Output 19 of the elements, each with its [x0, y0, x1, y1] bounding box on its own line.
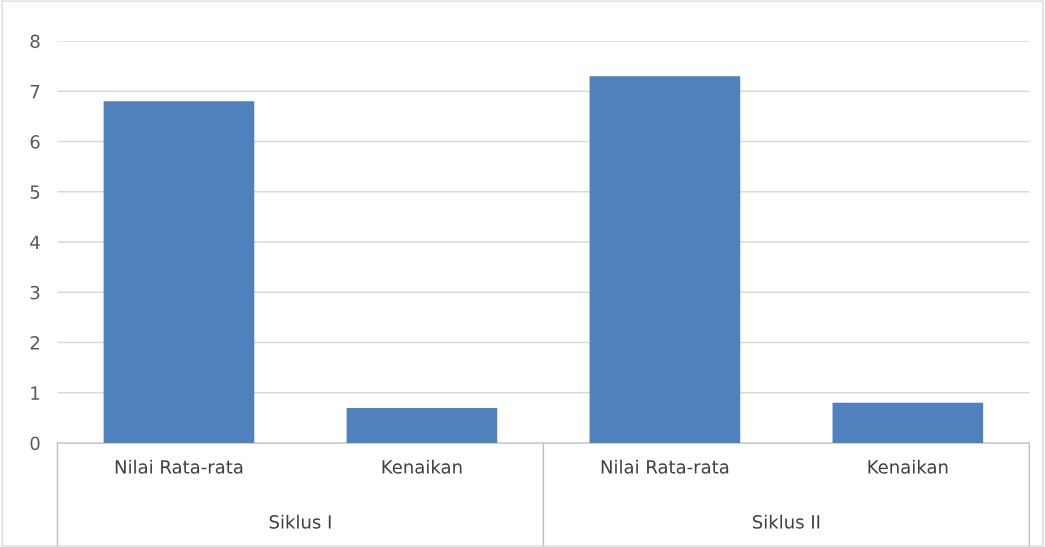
- y-tick-label: 7: [30, 84, 40, 99]
- bar: [589, 76, 741, 444]
- y-tick-label: 3: [30, 285, 40, 300]
- bar: [103, 101, 255, 444]
- y-tick-label: 6: [30, 135, 40, 149]
- text: Siklus II: [752, 514, 820, 529]
- y-tick-label: 0: [30, 436, 40, 451]
- y-tick-label: 4: [30, 235, 40, 249]
- x-tick-label: Nilai Rata-rata: [601, 459, 729, 474]
- y-tick-label: 1: [31, 386, 40, 400]
- x-tick-label: Nilai Rata-rata: [115, 459, 243, 474]
- y-tick-label: 8: [30, 34, 40, 49]
- x-tick-label: Kenaikan: [382, 459, 462, 474]
- x-tick-label: Kenaikan: [868, 459, 948, 474]
- text: Siklus I: [269, 514, 331, 529]
- bar: [346, 407, 498, 444]
- y-tick-label: 2: [30, 336, 39, 350]
- y-tick-label: 5: [30, 185, 40, 199]
- bar: [832, 402, 984, 444]
